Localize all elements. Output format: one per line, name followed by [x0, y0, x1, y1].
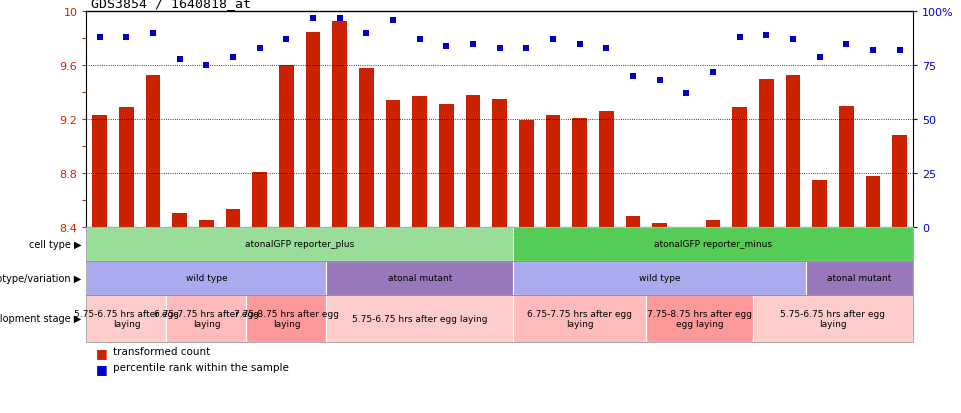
Point [705, 69, 721, 76]
Bar [146, 76, 160, 227]
Text: 5.75-6.75 hrs after egg
laying: 5.75-6.75 hrs after egg laying [780, 309, 885, 328]
Point [145, 31, 160, 37]
Text: 7.75-8.75 hrs after egg
egg laying: 7.75-8.75 hrs after egg egg laying [647, 309, 752, 328]
Bar [279, 66, 294, 227]
Point [199, 63, 214, 69]
Bar [786, 76, 801, 227]
Bar [892, 136, 907, 227]
Text: cell type ▶: cell type ▶ [29, 239, 82, 249]
Text: genotype/variation ▶: genotype/variation ▶ [0, 273, 82, 283]
Point [519, 45, 534, 52]
Point [678, 91, 694, 97]
Bar [439, 105, 454, 227]
Point [92, 35, 108, 41]
Bar [359, 69, 374, 227]
Text: ■: ■ [96, 362, 108, 375]
Text: development stage ▶: development stage ▶ [0, 313, 82, 324]
Point [252, 45, 267, 52]
Point [652, 78, 667, 84]
Bar [306, 33, 320, 227]
Text: 7.75-8.75 hrs after egg
laying: 7.75-8.75 hrs after egg laying [234, 309, 339, 328]
Bar [546, 116, 560, 227]
Bar [866, 176, 880, 227]
Point [839, 41, 854, 48]
Bar [626, 216, 640, 227]
Bar [812, 180, 827, 227]
Point [306, 16, 321, 22]
Point [626, 74, 641, 80]
Bar [412, 97, 427, 227]
Text: percentile rank within the sample: percentile rank within the sample [113, 362, 289, 372]
Text: atonal mutant: atonal mutant [387, 273, 452, 282]
Point [732, 35, 748, 41]
Bar [385, 101, 401, 227]
Bar [466, 95, 480, 227]
Text: 5.75-6.75 hrs after egg
laying: 5.75-6.75 hrs after egg laying [74, 309, 179, 328]
Text: 6.75-7.75 hrs after egg
laying: 6.75-7.75 hrs after egg laying [154, 309, 259, 328]
Point [572, 41, 587, 48]
Text: 6.75-7.75 hrs after egg
laying: 6.75-7.75 hrs after egg laying [528, 309, 632, 328]
Point [279, 37, 294, 44]
Bar [732, 108, 747, 227]
Point [812, 54, 827, 61]
Point [358, 31, 374, 37]
Bar [119, 108, 134, 227]
Point [865, 48, 880, 55]
Point [599, 45, 614, 52]
Text: ■: ■ [96, 347, 108, 359]
Point [385, 18, 401, 24]
Text: GDS3854 / 1640818_at: GDS3854 / 1640818_at [91, 0, 251, 10]
Bar [333, 22, 347, 227]
Point [439, 43, 455, 50]
Bar [253, 172, 267, 227]
Bar [172, 214, 187, 227]
Text: atonal mutant: atonal mutant [827, 273, 892, 282]
Point [333, 16, 348, 22]
Point [545, 37, 560, 44]
Point [785, 37, 801, 44]
Bar [492, 100, 507, 227]
Point [492, 45, 507, 52]
Point [119, 35, 135, 41]
Bar [653, 223, 667, 227]
Point [758, 33, 774, 39]
Text: transformed count: transformed count [113, 347, 210, 356]
Bar [759, 79, 774, 227]
Text: 5.75-6.75 hrs after egg laying: 5.75-6.75 hrs after egg laying [352, 314, 487, 323]
Bar [599, 112, 614, 227]
Bar [92, 116, 107, 227]
Text: wild type: wild type [639, 273, 680, 282]
Point [465, 41, 480, 48]
Bar [573, 119, 587, 227]
Bar [199, 221, 213, 227]
Text: atonalGFP reporter_plus: atonalGFP reporter_plus [245, 240, 355, 249]
Point [172, 56, 187, 63]
Point [412, 37, 428, 44]
Point [226, 54, 241, 61]
Point [892, 48, 907, 55]
Text: wild type: wild type [185, 273, 227, 282]
Text: atonalGFP reporter_minus: atonalGFP reporter_minus [654, 240, 772, 249]
Bar [705, 221, 721, 227]
Bar [839, 106, 853, 227]
Bar [519, 121, 533, 227]
Bar [226, 210, 240, 227]
